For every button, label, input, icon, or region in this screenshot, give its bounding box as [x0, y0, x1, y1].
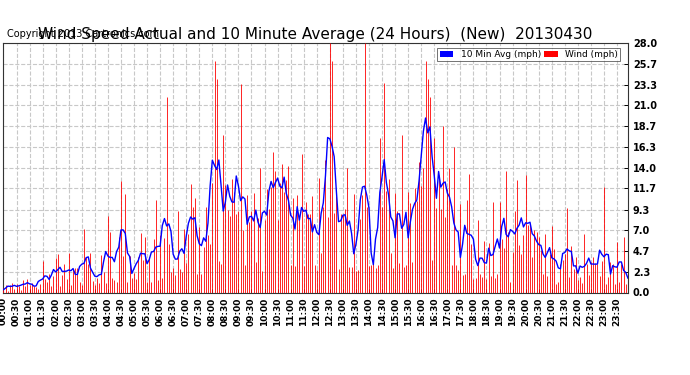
- Legend: 10 Min Avg (mph), Wind (mph): 10 Min Avg (mph), Wind (mph): [437, 48, 620, 61]
- Text: Copyright 2013 Cartronics.com: Copyright 2013 Cartronics.com: [7, 29, 159, 39]
- Title: Wind Speed Actual and 10 Minute Average (24 Hours)  (New)  20130430: Wind Speed Actual and 10 Minute Average …: [39, 27, 593, 42]
